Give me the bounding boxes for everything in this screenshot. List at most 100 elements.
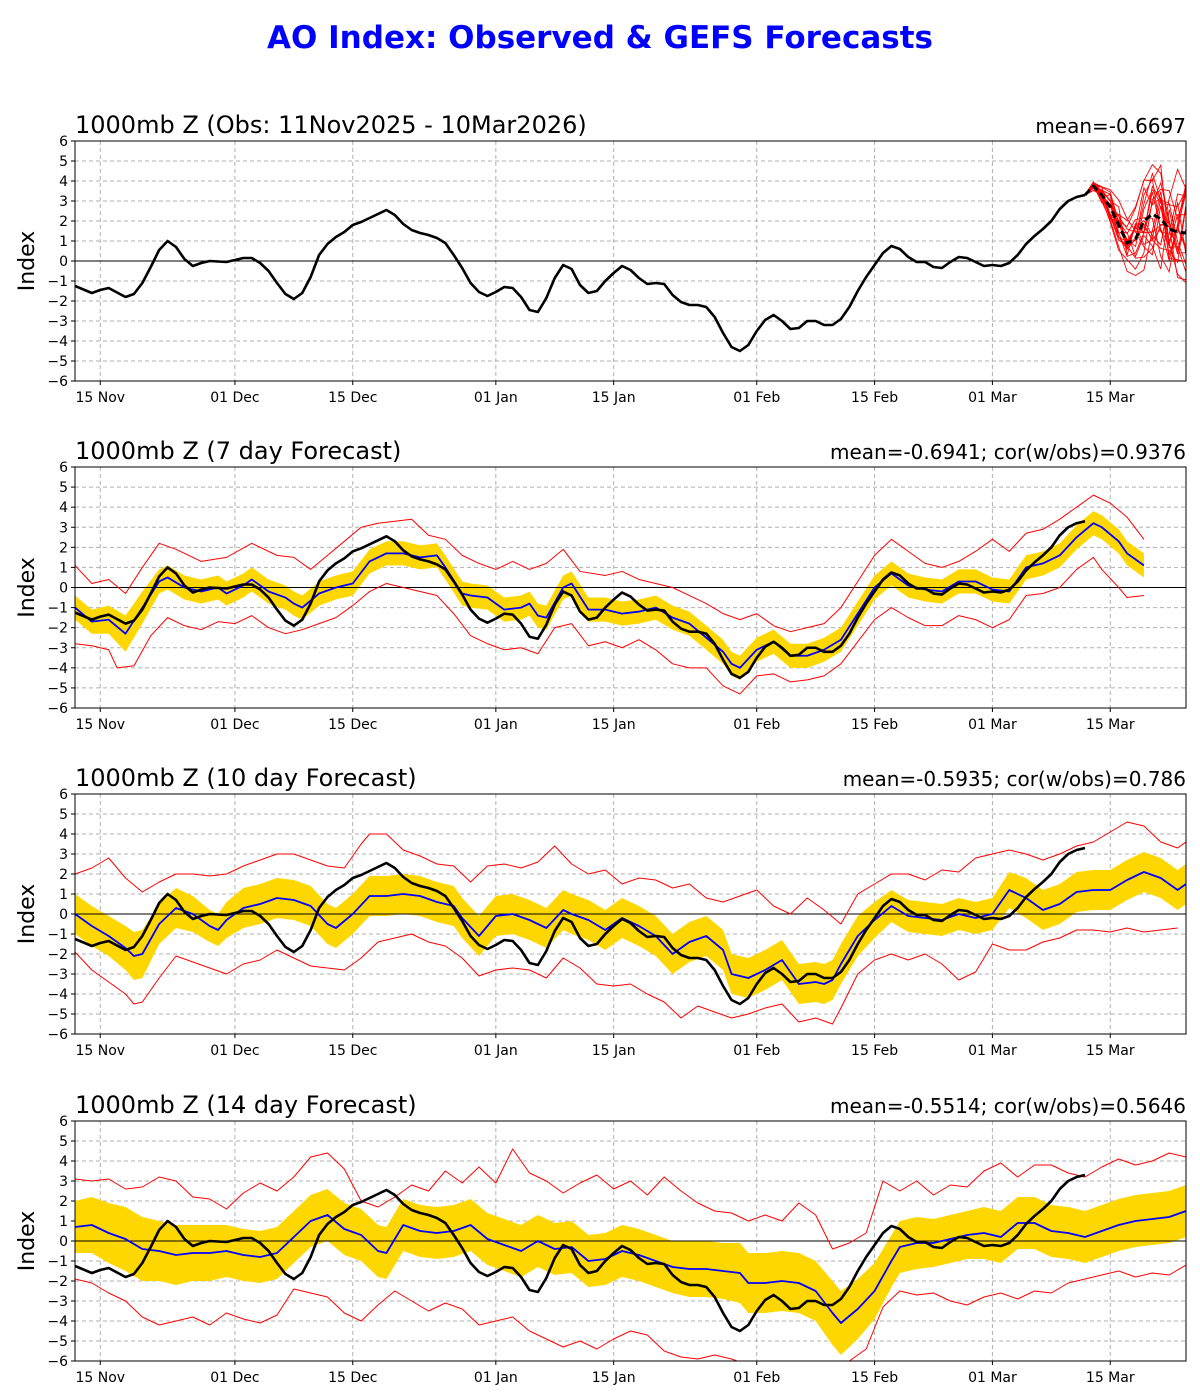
panel-title: 1000mb Z (7 day Forecast) (75, 437, 401, 465)
ensemble-min-line (75, 927, 1178, 1025)
y-tick-label: 0 (59, 1234, 68, 1250)
y-tick-label: 2 (59, 214, 68, 230)
y-tick-label: −2 (47, 294, 68, 310)
panel-title: 1000mb Z (10 day Forecast) (75, 764, 417, 792)
panel-stats: mean=-0.5935; cor(w/obs)=0.786 (843, 767, 1186, 791)
y-tick-label: −5 (47, 1334, 68, 1350)
y-tick-label: 0 (59, 581, 68, 597)
x-tick-label: 01 Mar (968, 1370, 1017, 1386)
y-tick-label: 6 (59, 1114, 68, 1130)
ensemble-max-line (75, 494, 1145, 633)
ensemble-member-line (1084, 184, 1186, 256)
figure-title: AO Index: Observed & GEFS Forecasts (267, 20, 933, 56)
ensemble-min-line (75, 556, 1144, 695)
panel-stats: mean=-0.5514; cor(w/obs)=0.5646 (830, 1094, 1186, 1118)
panel-2: −6 −5 −4 −3 −2 −1 0 1 2 3 4 5 6 15 Nov 01 Dec 15 Dec 01 … (15, 437, 1187, 733)
ensemble-member-line (1084, 181, 1186, 283)
y-tick-label: 2 (59, 867, 68, 883)
y-axis-label: Index (15, 557, 40, 618)
panel-3: −6 −5 −4 −3 −2 −1 0 1 2 3 4 5 6 15 Nov 01 Dec 15 Dec 01 … (15, 764, 1187, 1059)
y-tick-label: −5 (47, 681, 68, 697)
x-tick-label: 15 Nov (75, 717, 125, 733)
y-tick-label: 3 (59, 520, 68, 536)
plot-area (75, 1148, 1186, 1361)
y-tick-label: −2 (47, 947, 68, 963)
ensemble-mean-line (1083, 184, 1186, 245)
y-tick-label: 2 (59, 1194, 68, 1210)
y-tick-label: 3 (59, 1174, 68, 1190)
y-tick-label: 0 (59, 907, 68, 923)
y-tick-label: 4 (59, 174, 68, 190)
forecast-mean-line (75, 1210, 1186, 1324)
y-tick-label: 1 (59, 234, 68, 250)
x-tick-label: 15 Feb (851, 390, 898, 406)
x-tick-label: 15 Feb (851, 717, 898, 733)
x-tick-label: 01 Jan (474, 1370, 518, 1386)
y-axis-label: Index (15, 231, 40, 292)
ensemble-member-line (1084, 181, 1186, 254)
y-tick-label: −4 (47, 987, 68, 1003)
plot-area (75, 163, 1186, 353)
y-tick-label: −5 (47, 1007, 68, 1023)
x-tick-label: 01 Feb (733, 390, 780, 406)
y-tick-label: 6 (59, 460, 68, 476)
x-tick-label: 01 Feb (733, 1043, 780, 1059)
x-tick-label: 15 Feb (851, 1370, 898, 1386)
panel-1: −6 −5 −4 −3 −2 −1 0 1 2 3 4 5 6 15 Nov 01 Dec 15 Dec 01 … (15, 111, 1187, 406)
x-tick-label: 01 Feb (733, 717, 780, 733)
panel-title: 1000mb Z (Obs: 11Nov2025 - 10Mar2026) (75, 111, 587, 139)
ensemble-min-line (75, 1264, 1186, 1361)
panel-4: −6 −5 −4 −3 −2 −1 0 1 2 3 4 5 6 15 Nov 01 Dec 15 Dec 01 … (15, 1091, 1187, 1386)
y-tick-label: 4 (59, 500, 68, 516)
y-tick-label: −6 (47, 374, 68, 390)
y-tick-label: −4 (47, 334, 68, 350)
x-tick-label: 01 Jan (474, 717, 518, 733)
x-tick-label: 01 Jan (474, 1043, 518, 1059)
ensemble-max-line (75, 821, 1186, 925)
x-tick-label: 01 Mar (968, 390, 1017, 406)
y-tick-label: 5 (59, 480, 68, 496)
x-tick-label: 01 Mar (968, 1043, 1017, 1059)
y-axis-label: Index (15, 884, 40, 945)
y-tick-label: 6 (59, 787, 68, 803)
y-tick-label: −5 (47, 354, 68, 370)
panel-stats: mean=-0.6941; cor(w/obs)=0.9376 (830, 440, 1186, 464)
x-tick-label: 01 Jan (474, 390, 518, 406)
y-tick-label: −1 (47, 927, 68, 943)
ensemble-spread-band (75, 511, 1144, 680)
plot-area (75, 494, 1186, 695)
y-tick-label: −3 (47, 314, 68, 330)
y-tick-label: −4 (47, 1314, 68, 1330)
observed-line (75, 519, 1086, 680)
x-tick-label: 15 Dec (328, 390, 377, 406)
panel-title: 1000mb Z (14 day Forecast) (75, 1091, 417, 1119)
plot-area (75, 821, 1186, 1025)
x-tick-label: 01 Mar (968, 717, 1017, 733)
x-tick-label: 15 Jan (592, 1043, 636, 1059)
y-tick-label: 4 (59, 1154, 68, 1170)
y-tick-label: −3 (47, 641, 68, 657)
x-tick-label: 15 Nov (75, 1043, 125, 1059)
y-tick-label: 5 (59, 1134, 68, 1150)
y-tick-label: −1 (47, 1254, 68, 1270)
y-tick-label: −2 (47, 1274, 68, 1290)
panel-stats: mean=-0.6697 (1035, 114, 1186, 138)
forecast-mean-line (75, 522, 1145, 669)
ensemble-member-line (1084, 186, 1186, 271)
y-tick-label: 5 (59, 807, 68, 823)
x-tick-label: 15 Nov (75, 1370, 125, 1386)
y-tick-label: 2 (59, 540, 68, 556)
y-tick-label: −4 (47, 661, 68, 677)
y-tick-label: −2 (47, 621, 68, 637)
x-tick-label: 15 Nov (75, 390, 125, 406)
x-tick-label: 15 Feb (851, 1043, 898, 1059)
y-tick-label: −6 (47, 1354, 68, 1370)
ensemble-member-line (1084, 185, 1186, 265)
ensemble-max-line (75, 1148, 1186, 1250)
x-tick-label: 01 Dec (210, 390, 259, 406)
ensemble-spread-band (75, 852, 1186, 1004)
x-tick-label: 15 Jan (592, 390, 636, 406)
x-tick-label: 01 Dec (210, 1043, 259, 1059)
x-tick-label: 15 Mar (1086, 1370, 1135, 1386)
